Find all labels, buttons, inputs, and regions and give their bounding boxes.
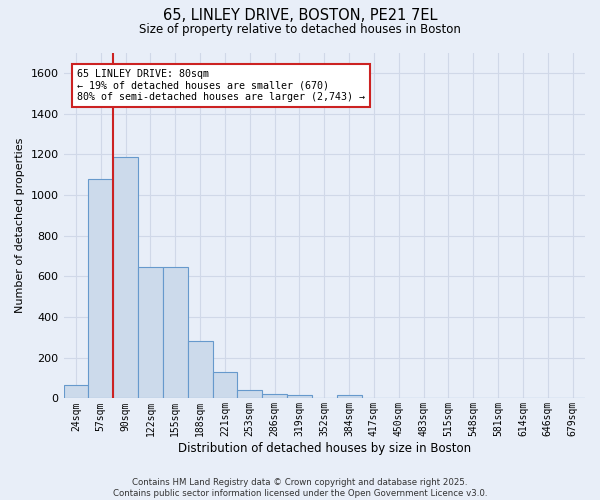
Text: 65 LINLEY DRIVE: 80sqm
← 19% of detached houses are smaller (670)
80% of semi-de: 65 LINLEY DRIVE: 80sqm ← 19% of detached…	[77, 69, 365, 102]
Text: Size of property relative to detached houses in Boston: Size of property relative to detached ho…	[139, 22, 461, 36]
Y-axis label: Number of detached properties: Number of detached properties	[15, 138, 25, 313]
Bar	[138, 267, 163, 398]
Bar	[188, 342, 212, 398]
Text: Contains HM Land Registry data © Crown copyright and database right 2025.
Contai: Contains HM Land Registry data © Crown c…	[113, 478, 487, 498]
Bar	[262, 394, 287, 398]
Text: 65, LINLEY DRIVE, BOSTON, PE21 7EL: 65, LINLEY DRIVE, BOSTON, PE21 7EL	[163, 8, 437, 22]
X-axis label: Distribution of detached houses by size in Boston: Distribution of detached houses by size …	[178, 442, 471, 455]
Bar	[212, 372, 238, 398]
Bar	[113, 158, 138, 398]
Bar	[238, 390, 262, 398]
Bar	[163, 267, 188, 398]
Bar	[337, 396, 362, 398]
Bar	[64, 385, 88, 398]
Bar	[88, 178, 113, 398]
Bar	[287, 396, 312, 398]
